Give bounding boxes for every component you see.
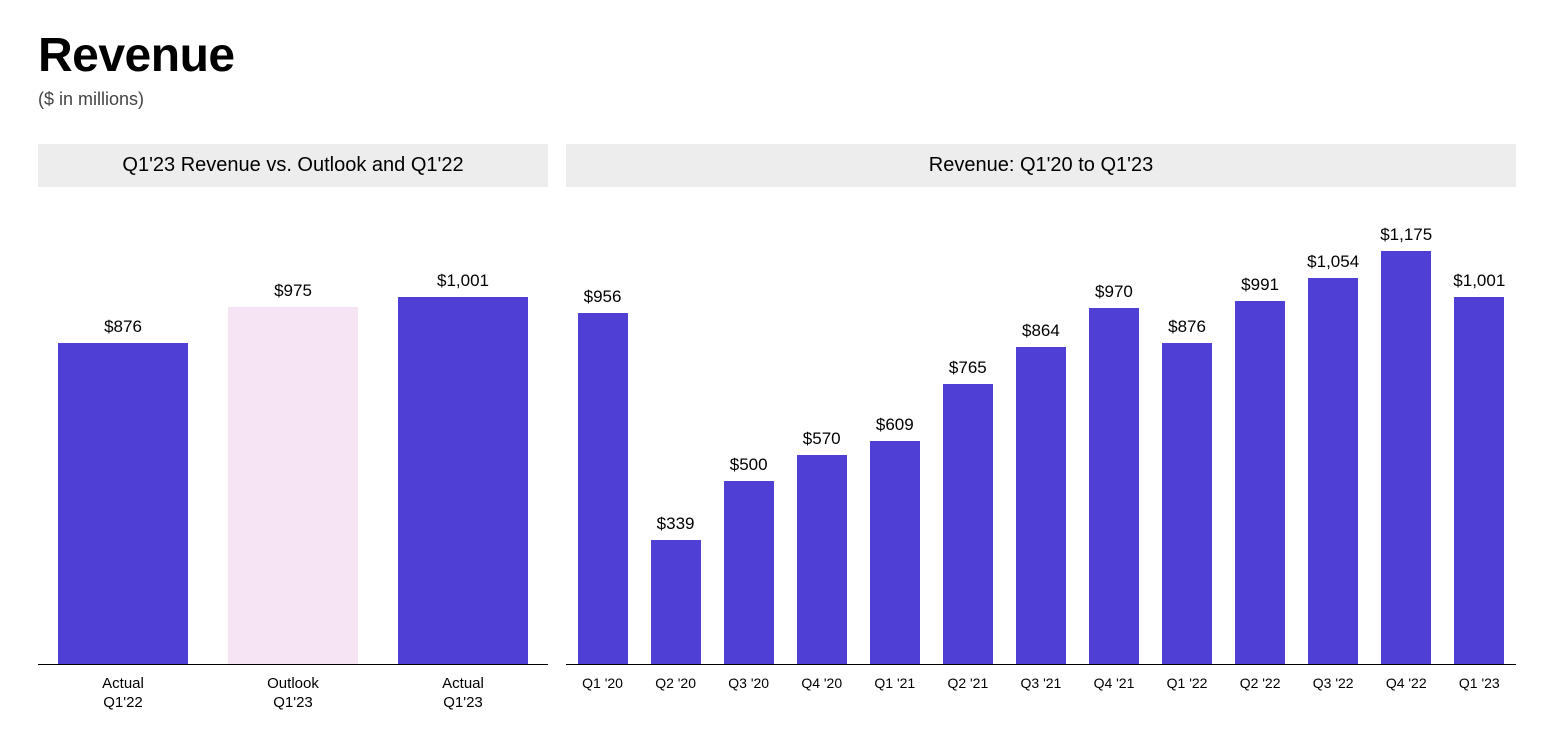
- x-axis-label: Q1 '20: [568, 675, 638, 693]
- bar-value-label: $864: [1022, 321, 1060, 341]
- bar-rect: [398, 297, 528, 664]
- bar-value-label: $1,001: [437, 271, 489, 291]
- right-chart-xlabels: Q1 '20Q2 '20Q3 '20Q4 '20Q1 '21Q2 '21Q3 '…: [566, 675, 1516, 693]
- bar: $1,175: [1371, 225, 1441, 664]
- bar-value-label: $975: [274, 281, 312, 301]
- left-chart-bars: $876 $975 $1,001: [38, 225, 548, 664]
- x-axis-label: Outlook Q1'23: [213, 675, 373, 713]
- right-chart-title: Revenue: Q1'20 to Q1'23: [566, 144, 1516, 187]
- bar-value-label: $876: [1168, 317, 1206, 337]
- charts-row: Q1'23 Revenue vs. Outlook and Q1'22 $876…: [38, 144, 1516, 713]
- bar: $765: [933, 225, 1003, 664]
- x-axis-label: Q4 '22: [1371, 675, 1441, 693]
- bar-value-label: $956: [584, 287, 622, 307]
- bar-rect: [1089, 308, 1139, 664]
- bar-rect: [1235, 301, 1285, 664]
- bar-rect: [58, 343, 188, 664]
- bar-value-label: $991: [1241, 275, 1279, 295]
- bar: $876: [43, 225, 203, 664]
- bar: $1,001: [383, 225, 543, 664]
- page-subtitle: ($ in millions): [38, 89, 1516, 110]
- x-axis-label: Q2 '22: [1225, 675, 1295, 693]
- bar-value-label: $570: [803, 429, 841, 449]
- bar: $339: [641, 225, 711, 664]
- bar-value-label: $1,175: [1380, 225, 1432, 245]
- bar-rect: [578, 313, 628, 664]
- bar-value-label: $765: [949, 358, 987, 378]
- bar: $1,054: [1298, 225, 1368, 664]
- x-axis-label: Q3 '21: [1006, 675, 1076, 693]
- bar-rect: [797, 455, 847, 664]
- left-chart-panel: Q1'23 Revenue vs. Outlook and Q1'22 $876…: [38, 144, 548, 713]
- x-axis-label: Q4 '20: [787, 675, 857, 693]
- bar: $991: [1225, 225, 1295, 664]
- x-axis-label: Actual Q1'22: [43, 675, 203, 713]
- x-axis-label: Actual Q1'23: [383, 675, 543, 713]
- bar-rect: [1381, 251, 1431, 664]
- bar-value-label: $609: [876, 415, 914, 435]
- bar: $970: [1079, 225, 1149, 664]
- x-axis-label: Q2 '21: [933, 675, 1003, 693]
- x-axis-label: Q1 '23: [1444, 675, 1514, 693]
- right-chart-plot: $956 $339 $500 $570 $609 $765 $864 $970 $876 $991…: [566, 225, 1516, 665]
- bar-rect: [724, 481, 774, 664]
- x-axis-label: Q4 '21: [1079, 675, 1149, 693]
- bar-value-label: $1,054: [1307, 252, 1359, 272]
- bar-rect: [1016, 347, 1066, 664]
- bar-value-label: $876: [104, 317, 142, 337]
- bar-rect: [1454, 297, 1504, 664]
- bar-value-label: $1,001: [1453, 271, 1505, 291]
- bar-value-label: $339: [657, 514, 695, 534]
- right-chart-bars: $956 $339 $500 $570 $609 $765 $864 $970 $876 $991…: [566, 225, 1516, 664]
- x-axis-label: Q3 '22: [1298, 675, 1368, 693]
- x-axis-label: Q3 '20: [714, 675, 784, 693]
- bar: $609: [860, 225, 930, 664]
- bar: $975: [213, 225, 373, 664]
- x-axis-label: Q1 '22: [1152, 675, 1222, 693]
- bar: $1,001: [1444, 225, 1514, 664]
- x-axis-label: Q1 '21: [860, 675, 930, 693]
- right-chart-panel: Revenue: Q1'20 to Q1'23 $956 $339 $500 $570…: [566, 144, 1516, 713]
- bar-value-label: $500: [730, 455, 768, 475]
- left-chart-title: Q1'23 Revenue vs. Outlook and Q1'22: [38, 144, 548, 187]
- bar-rect: [228, 307, 358, 665]
- bar: $956: [568, 225, 638, 664]
- bar-rect: [943, 384, 993, 665]
- bar: $864: [1006, 225, 1076, 664]
- bar-rect: [1308, 278, 1358, 664]
- bar-rect: [1162, 343, 1212, 664]
- bar-rect: [870, 441, 920, 664]
- bar: $876: [1152, 225, 1222, 664]
- page-title: Revenue: [38, 28, 1516, 83]
- page: Revenue ($ in millions) Q1'23 Revenue vs…: [0, 0, 1554, 733]
- bar-rect: [651, 540, 701, 664]
- bar: $570: [787, 225, 857, 664]
- bar: $500: [714, 225, 784, 664]
- x-axis-label: Q2 '20: [641, 675, 711, 693]
- bar-value-label: $970: [1095, 282, 1133, 302]
- left-chart-xlabels: Actual Q1'22 Outlook Q1'23 Actual Q1'23: [38, 675, 548, 713]
- left-chart-plot: $876 $975 $1,001: [38, 225, 548, 665]
